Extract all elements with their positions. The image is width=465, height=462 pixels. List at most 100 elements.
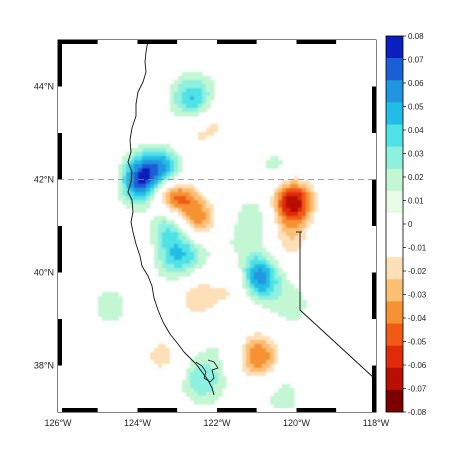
field-cell (278, 344, 283, 349)
field-cell (282, 228, 287, 233)
field-cell (310, 216, 315, 221)
field-cell (226, 300, 231, 305)
field-cell (178, 300, 183, 305)
field-cell (214, 300, 219, 305)
field-cell (286, 396, 291, 401)
field-cell (190, 252, 195, 257)
field-cell (174, 152, 179, 157)
field-cell (130, 160, 135, 165)
field-cell (206, 372, 211, 377)
field-cell (130, 180, 135, 185)
field-cell (298, 224, 303, 229)
field-cell (122, 160, 127, 165)
field-cell (134, 208, 139, 213)
field-cell (206, 224, 211, 229)
field-cell (158, 184, 163, 189)
field-cell (266, 200, 271, 205)
field-cell (170, 268, 175, 273)
field-cell (202, 252, 207, 257)
field-cell (110, 240, 115, 245)
field-cell (158, 376, 163, 381)
field-cell (162, 180, 167, 185)
field-cell (114, 300, 119, 305)
field-cell (258, 332, 263, 337)
field-cell (186, 288, 191, 293)
field-cell (278, 348, 283, 353)
field-cell (170, 188, 175, 193)
field-cell (254, 364, 259, 369)
field-cell (118, 176, 123, 181)
field-cell (166, 364, 171, 369)
field-cell (194, 148, 199, 153)
field-cell (202, 396, 207, 401)
field-cell (158, 232, 163, 237)
field-cell (302, 204, 307, 209)
field-cell (266, 164, 271, 169)
field-cell (274, 292, 279, 297)
field-cell (182, 240, 187, 245)
field-cell (158, 152, 163, 157)
field-cell (146, 196, 151, 201)
field-cell (258, 268, 263, 273)
field-cell (190, 360, 195, 365)
field-cell (270, 256, 275, 261)
field-cell (278, 312, 283, 317)
field-cell (202, 352, 207, 357)
field-cell (154, 264, 159, 269)
field-cell (206, 284, 211, 289)
field-cell (110, 292, 115, 297)
field-cell (114, 232, 119, 237)
field-cell (202, 220, 207, 225)
field-cell (282, 240, 287, 245)
field-cell (290, 180, 295, 185)
field-cell (242, 352, 247, 357)
field-cell (258, 376, 263, 381)
field-cell (274, 192, 279, 197)
colorbar-label: -0.08 (408, 408, 427, 417)
field-cell (122, 172, 127, 177)
field-cell (174, 80, 179, 85)
field-cell (150, 160, 155, 165)
field-cell (178, 76, 183, 81)
field-cell (230, 304, 235, 309)
field-cell (150, 352, 155, 357)
field-cell (166, 196, 171, 201)
field-cell (214, 292, 219, 297)
field-cell (242, 244, 247, 249)
field-cell (278, 212, 283, 217)
field-cell (290, 292, 295, 297)
field-cell (194, 400, 199, 405)
field-cell (178, 240, 183, 245)
field-cell (174, 188, 179, 193)
field-cell (214, 396, 219, 401)
field-cell (250, 224, 255, 229)
field-cell (314, 188, 319, 193)
field-cell (270, 304, 275, 309)
field-cell (194, 196, 199, 201)
field-cell (190, 92, 195, 97)
field-cell (154, 184, 159, 189)
field-cell (126, 232, 131, 237)
field-cell (254, 216, 259, 221)
field-cell (106, 312, 111, 317)
field-cell (266, 352, 271, 357)
field-cell (238, 340, 243, 345)
field-cell (246, 344, 251, 349)
field-cell (194, 392, 199, 397)
latitude-tick-label: 38°N (34, 361, 54, 371)
field-cell (278, 300, 283, 305)
field-cell (278, 192, 283, 197)
field-cell (178, 304, 183, 309)
field-cell (158, 144, 163, 149)
field-cell (162, 224, 167, 229)
field-cell (218, 280, 223, 285)
field-cell (294, 292, 299, 297)
field-cell (194, 212, 199, 217)
field-cell (174, 300, 179, 305)
field-cell (214, 208, 219, 213)
field-cell (186, 376, 191, 381)
field-cell (170, 368, 175, 373)
field-cell (278, 248, 283, 253)
field-cell (194, 380, 199, 385)
field-cell (198, 288, 203, 293)
